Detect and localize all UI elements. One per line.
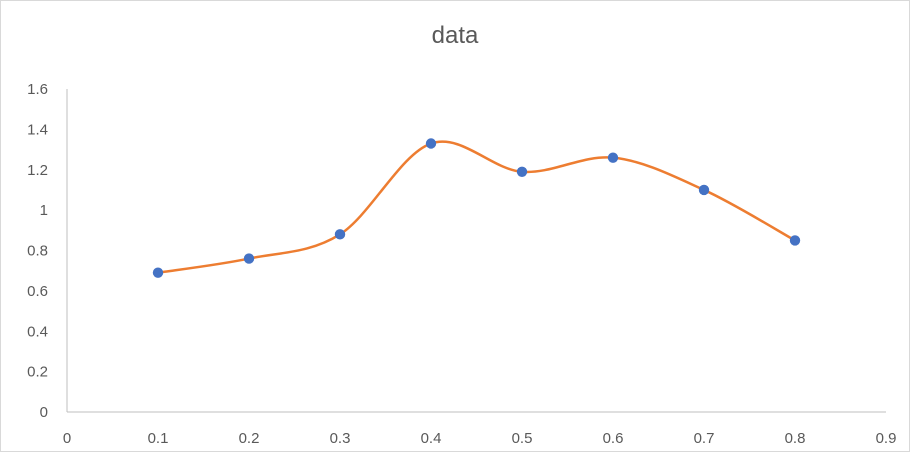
data-point xyxy=(607,152,619,163)
data-point xyxy=(698,184,710,196)
x-tick-label: 0.7 xyxy=(694,430,715,447)
y-tick-label: 0.8 xyxy=(27,243,48,260)
x-tick-label: 0.9 xyxy=(876,430,897,447)
y-tick-label: 1.2 xyxy=(27,162,48,179)
data-point xyxy=(789,235,801,246)
data-point xyxy=(516,166,528,177)
y-tick-label: 0.4 xyxy=(27,323,48,340)
data-point xyxy=(425,138,437,149)
y-tick-label: 0.6 xyxy=(27,283,48,300)
data-point xyxy=(334,229,346,240)
x-tick-label: 0.5 xyxy=(512,430,533,447)
x-tick-label: 0.6 xyxy=(603,430,624,447)
series-line xyxy=(156,140,797,274)
x-tick-label: 0.4 xyxy=(421,430,442,447)
x-tick-label: 0.2 xyxy=(239,430,260,447)
y-tick-label: 1 xyxy=(40,202,48,219)
x-tick-label: 0.3 xyxy=(330,430,351,447)
x-tick-label: 0.1 xyxy=(148,430,169,447)
chart-title: data xyxy=(431,22,479,49)
x-tick-label: 0 xyxy=(63,430,71,447)
y-tick-label: 0.2 xyxy=(27,364,48,381)
y-tick-label: 1.6 xyxy=(27,81,48,98)
data-point xyxy=(243,253,255,264)
y-tick-label: 1.4 xyxy=(27,121,48,138)
data-point xyxy=(152,267,164,278)
x-tick-label: 0.8 xyxy=(785,430,806,447)
y-tick-label: 0 xyxy=(40,404,48,421)
